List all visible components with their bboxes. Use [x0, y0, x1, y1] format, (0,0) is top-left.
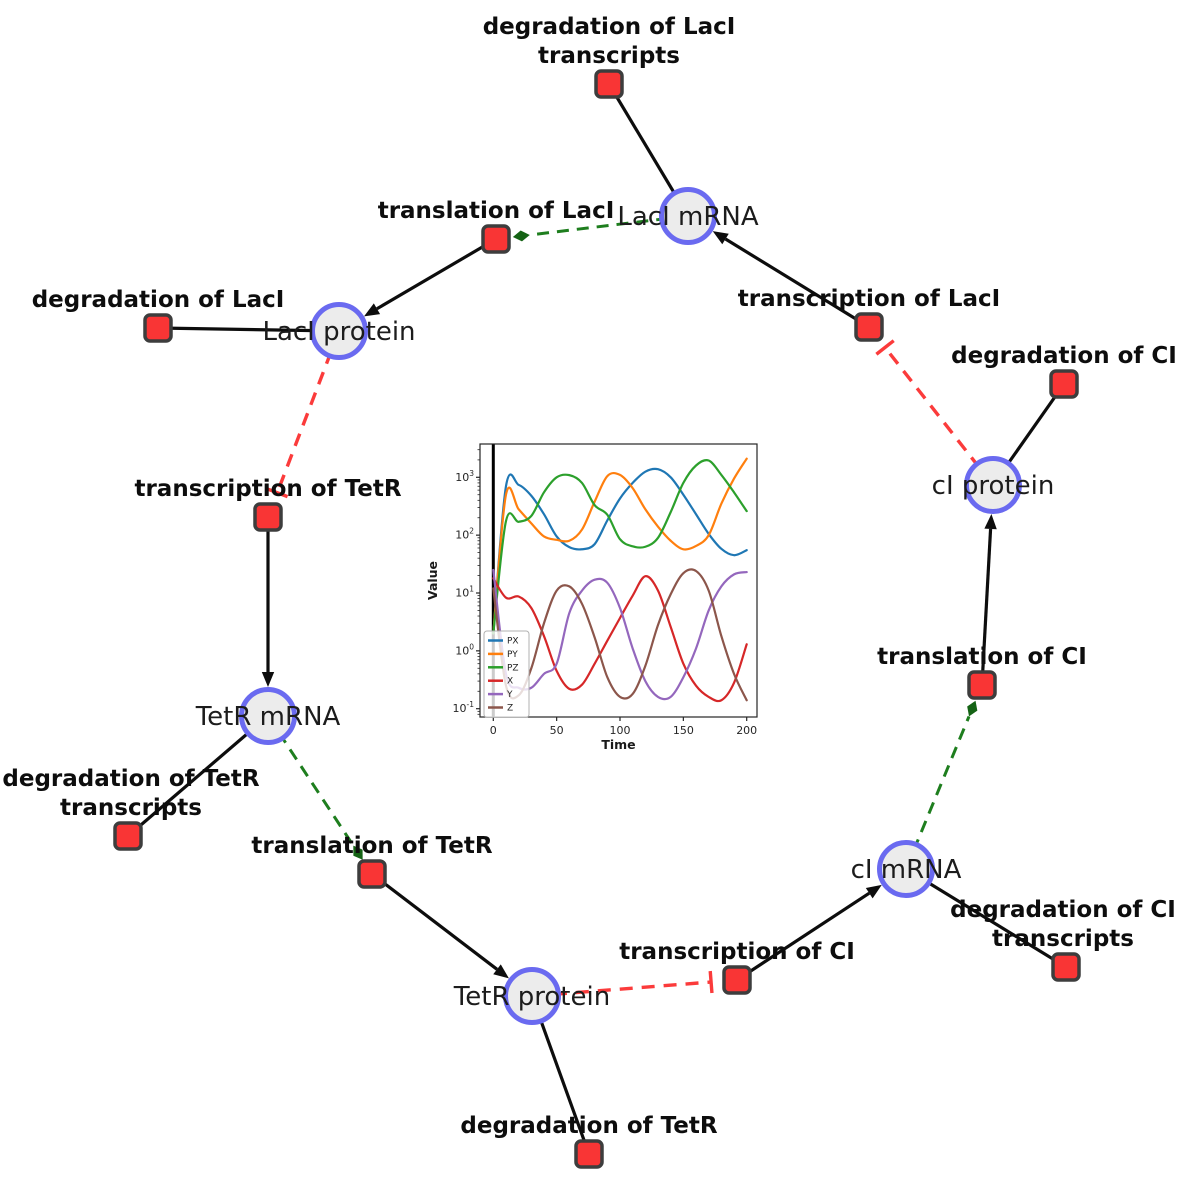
species-node-tetr-protein[interactable]	[503, 967, 561, 1025]
arrowhead-icon	[261, 672, 275, 687]
reaction-label-deg-ci-tx: transcripts	[992, 926, 1134, 952]
reaction-label-deg-laci: degradation of LacI	[32, 287, 285, 313]
edge-product	[371, 872, 498, 971]
legend-entry-PX: PX	[507, 637, 519, 647]
reaction-node-transl-tetr[interactable]	[357, 859, 387, 889]
arrowhead-icon	[865, 884, 882, 899]
reaction-label-transl-ci: translation of CI	[877, 644, 1087, 670]
chart-series-layer	[492, 457, 748, 703]
edge-product	[376, 237, 497, 311]
reaction-node-transl-laci[interactable]	[481, 224, 511, 254]
reaction-node-transc-laci[interactable]	[854, 312, 884, 342]
chart-axes-box	[479, 443, 758, 718]
y-tick-label: 100	[455, 642, 474, 657]
species-label-ci-mrna: cI mRNA	[851, 855, 962, 885]
reaction-node-deg-ci[interactable]	[1049, 369, 1079, 399]
inhibition-tbar-icon	[708, 970, 714, 994]
reaction-label-deg-tetr-tx: transcripts	[60, 795, 202, 821]
reaction-node-transc-tetr[interactable]	[253, 502, 283, 532]
x-tick-label: 150	[673, 724, 694, 737]
arrowhead-icon	[984, 513, 997, 530]
species-node-ci-protein[interactable]	[964, 456, 1022, 514]
species-label-tetr-protein: TetR protein	[453, 982, 610, 1012]
species-node-laci-mrna[interactable]	[659, 187, 717, 245]
species-node-laci-protein[interactable]	[310, 302, 368, 360]
x-tick-label: 100	[610, 724, 631, 737]
y-tick-label: 102	[455, 527, 474, 542]
legend-entry-PZ: PZ	[507, 663, 519, 673]
arrowhead-icon	[493, 964, 509, 979]
x-tick-label: 200	[736, 724, 757, 737]
species-node-tetr-mrna[interactable]	[239, 687, 297, 745]
edge-reactant	[905, 867, 1067, 969]
reaction-node-deg-laci-tx[interactable]	[594, 69, 624, 99]
chart-x-axis-label: Time	[601, 737, 635, 752]
y-tick-label: 10-1	[453, 700, 475, 715]
edge-product	[724, 237, 870, 329]
reaction-label-transl-laci: translation of LacI	[378, 198, 615, 224]
chart-series-Z	[492, 568, 748, 702]
reaction-label-deg-ci: degradation of CI	[951, 343, 1177, 369]
reaction-label-deg-tetr-tx: degradation of TetR	[2, 766, 259, 792]
chart-y-axis-label: Value	[425, 561, 440, 600]
legend-entry-Y: Y	[506, 690, 513, 700]
arrowhead-icon	[364, 303, 381, 317]
diamond-arrowhead-icon	[512, 230, 530, 242]
reaction-label-transc-ci: transcription of CI	[619, 939, 855, 965]
species-label-ci-protein: cI protein	[932, 471, 1055, 501]
reaction-label-deg-ci-tx: degradation of CI	[950, 897, 1176, 923]
legend-entry-PY: PY	[507, 650, 518, 660]
diamond-arrowhead-icon	[353, 845, 363, 860]
edge-inhibition	[883, 346, 995, 487]
chart-series-PZ	[492, 459, 748, 635]
inhibition-tbar-icon	[875, 339, 895, 356]
reaction-node-deg-tetr-tx[interactable]	[113, 821, 143, 851]
chart-series-Y	[492, 568, 748, 701]
chart-series-PY	[492, 457, 748, 635]
reaction-node-transl-ci[interactable]	[967, 670, 997, 700]
species-node-ci-mrna[interactable]	[877, 840, 935, 898]
y-tick-label: 103	[455, 469, 474, 484]
reaction-label-deg-laci-tx: transcripts	[538, 43, 680, 69]
chart-series-PX	[492, 467, 748, 635]
arrowhead-icon	[712, 231, 729, 245]
reaction-label-transc-laci: transcription of LacI	[738, 286, 1001, 312]
edge-inhibition	[531, 980, 712, 998]
x-tick-label: 0	[490, 724, 497, 737]
reaction-node-deg-tetr[interactable]	[574, 1139, 604, 1169]
edge-product	[736, 891, 871, 982]
species-label-laci-protein: LacI protein	[262, 317, 415, 347]
labels-layer: LacI mRNA LacI protein TetR mRNA TetR prote…	[2, 14, 1176, 1139]
reaction-label-deg-tetr: degradation of TetR	[460, 1113, 717, 1139]
diamond-arrowhead-icon	[967, 700, 978, 717]
legend-entry-X: X	[507, 677, 513, 687]
chart-series-X	[492, 575, 748, 703]
edge-reactant	[157, 326, 340, 333]
inhibition-tbar-icon	[266, 487, 289, 499]
species-label-laci-mrna: LacI mRNA	[617, 202, 758, 232]
species-label-tetr-mrna: TetR mRNA	[195, 702, 341, 732]
chart-legend: PX PY PZ XYZ	[483, 630, 530, 718]
reaction-label-transc-tetr: transcription of TetR	[134, 476, 401, 502]
edge-reactant	[126, 714, 270, 838]
reaction-label-deg-laci-tx: degradation of LacI	[483, 14, 736, 40]
reaction-node-deg-ci-tx[interactable]	[1051, 952, 1081, 982]
edge-product	[980, 528, 993, 686]
x-tick-label: 50	[550, 724, 564, 737]
nodes-layer	[113, 69, 1081, 1169]
reaction-node-deg-laci[interactable]	[143, 313, 173, 343]
reaction-label-transl-tetr: translation of TetR	[251, 833, 492, 859]
legend-entry-Z: Z	[507, 704, 513, 714]
y-tick-label: 101	[455, 585, 474, 600]
legend-box	[483, 630, 530, 718]
reaction-node-transc-ci[interactable]	[722, 965, 752, 995]
